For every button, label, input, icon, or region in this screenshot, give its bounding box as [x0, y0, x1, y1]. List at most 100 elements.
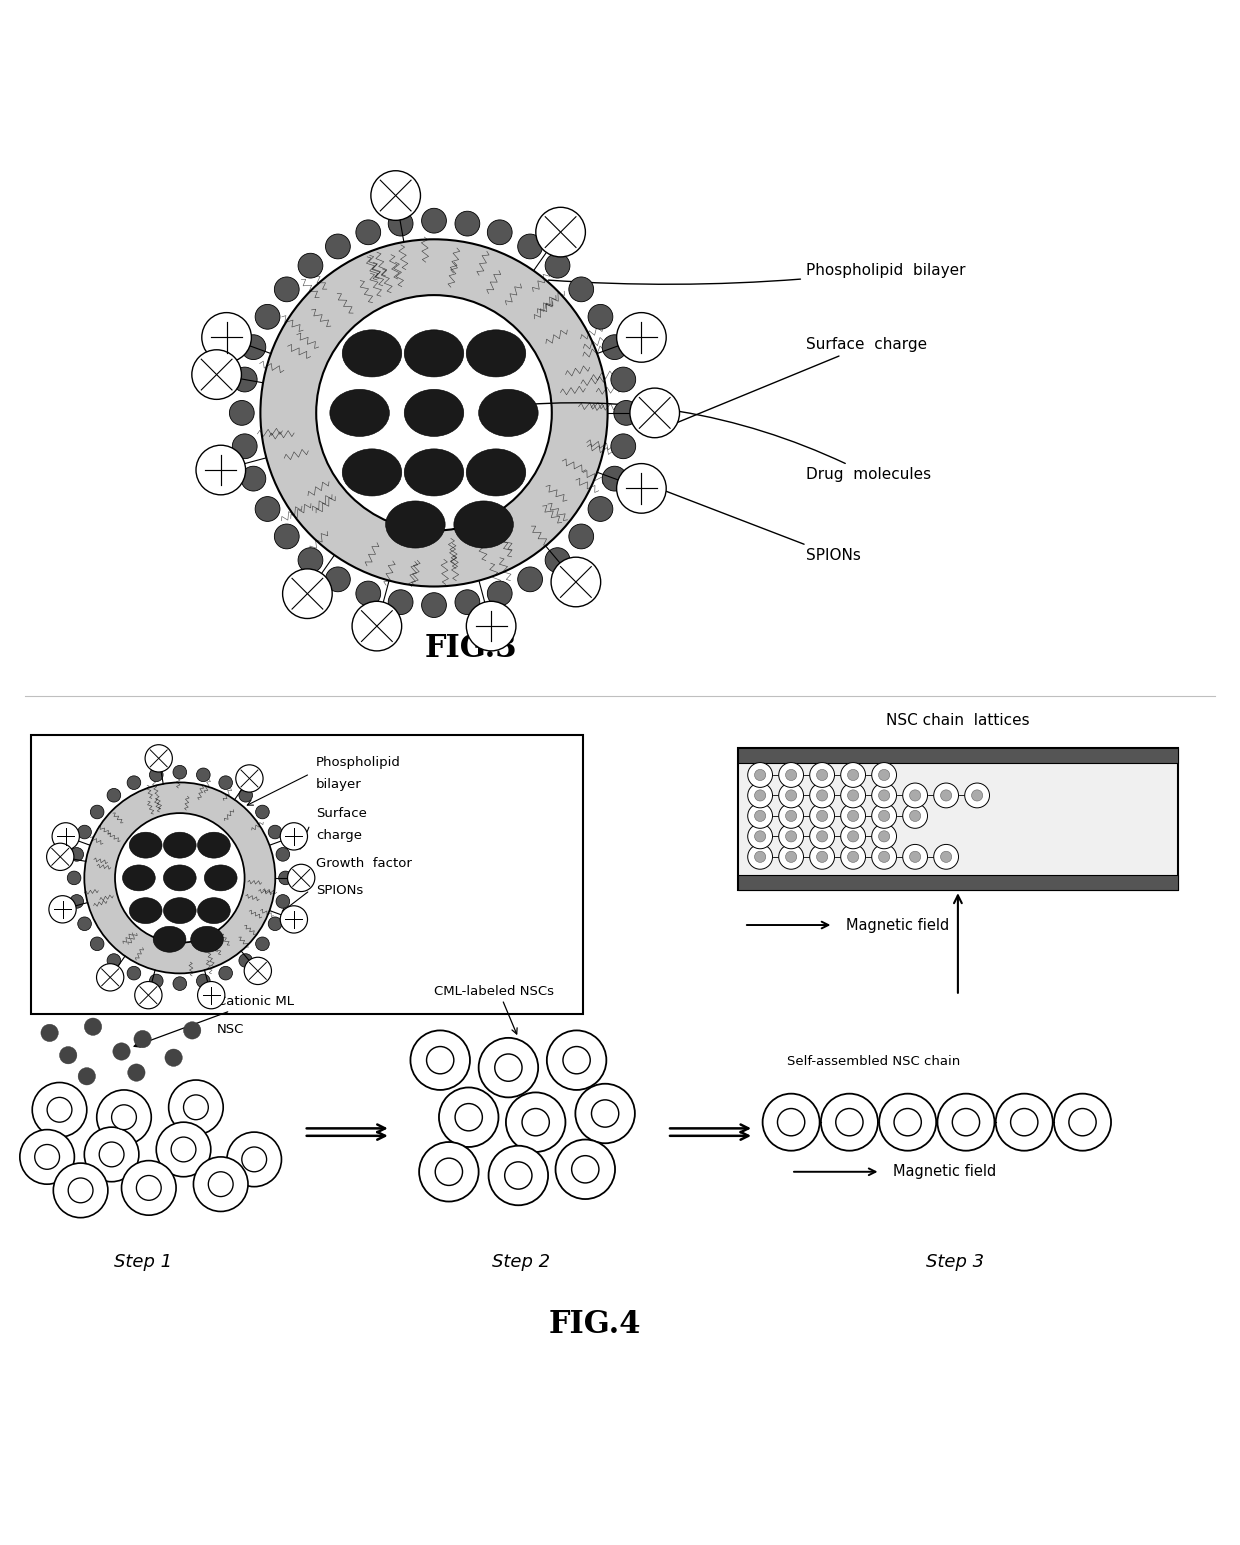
- Circle shape: [165, 1049, 182, 1066]
- Ellipse shape: [342, 450, 402, 496]
- Circle shape: [69, 895, 83, 908]
- Circle shape: [522, 1109, 549, 1136]
- Circle shape: [878, 851, 890, 862]
- Circle shape: [786, 851, 797, 862]
- Circle shape: [41, 1024, 58, 1041]
- Circle shape: [255, 936, 269, 950]
- Circle shape: [274, 524, 299, 548]
- Circle shape: [872, 823, 897, 848]
- Circle shape: [232, 368, 257, 392]
- Circle shape: [202, 312, 252, 362]
- Circle shape: [748, 763, 773, 788]
- Text: Surface  charge: Surface charge: [656, 337, 928, 431]
- Circle shape: [847, 831, 858, 842]
- Circle shape: [934, 845, 959, 870]
- Circle shape: [274, 277, 299, 301]
- Bar: [738, 748, 1178, 890]
- Ellipse shape: [191, 927, 223, 952]
- Circle shape: [603, 467, 627, 491]
- Circle shape: [78, 825, 92, 839]
- Circle shape: [172, 976, 186, 990]
- Circle shape: [872, 763, 897, 788]
- Circle shape: [84, 1128, 139, 1182]
- Circle shape: [546, 253, 570, 278]
- Circle shape: [810, 823, 835, 848]
- Circle shape: [487, 219, 512, 244]
- Circle shape: [847, 810, 858, 822]
- Circle shape: [388, 212, 413, 236]
- Circle shape: [505, 1162, 532, 1190]
- Circle shape: [575, 1083, 635, 1143]
- Circle shape: [47, 844, 74, 870]
- Circle shape: [536, 207, 585, 256]
- Circle shape: [841, 763, 866, 788]
- Ellipse shape: [197, 898, 231, 924]
- Circle shape: [277, 895, 290, 908]
- Ellipse shape: [330, 389, 389, 436]
- Circle shape: [288, 864, 315, 891]
- Circle shape: [779, 823, 804, 848]
- Circle shape: [903, 783, 928, 808]
- Circle shape: [563, 1046, 590, 1074]
- Circle shape: [283, 569, 332, 618]
- Circle shape: [841, 823, 866, 848]
- Circle shape: [277, 848, 290, 861]
- Circle shape: [903, 845, 928, 870]
- Circle shape: [32, 1083, 87, 1137]
- Circle shape: [208, 1171, 233, 1196]
- Circle shape: [78, 1068, 95, 1085]
- Circle shape: [754, 810, 766, 822]
- Circle shape: [940, 851, 952, 862]
- Text: NSC: NSC: [217, 1023, 244, 1037]
- Circle shape: [184, 1095, 208, 1120]
- Circle shape: [903, 803, 928, 828]
- Circle shape: [489, 1146, 548, 1205]
- Circle shape: [847, 789, 858, 800]
- Text: Step 1: Step 1: [114, 1253, 171, 1272]
- Circle shape: [479, 1038, 538, 1097]
- Circle shape: [517, 567, 542, 592]
- Circle shape: [551, 558, 600, 607]
- Circle shape: [878, 769, 890, 780]
- Circle shape: [244, 958, 272, 984]
- Ellipse shape: [197, 833, 231, 857]
- Ellipse shape: [404, 389, 464, 436]
- Circle shape: [909, 810, 920, 822]
- Text: Magnetic field: Magnetic field: [893, 1165, 996, 1179]
- Circle shape: [128, 966, 141, 980]
- Circle shape: [841, 845, 866, 870]
- Circle shape: [171, 1137, 196, 1162]
- Ellipse shape: [129, 833, 162, 857]
- Text: Magnetic field: Magnetic field: [846, 918, 949, 933]
- Circle shape: [422, 209, 446, 233]
- Circle shape: [91, 936, 104, 950]
- Text: FIG.3: FIG.3: [425, 633, 517, 664]
- Circle shape: [150, 975, 164, 987]
- Text: CML-labeled NSCs: CML-labeled NSCs: [434, 986, 554, 998]
- Text: Surface: Surface: [316, 806, 367, 820]
- Circle shape: [218, 776, 232, 789]
- Text: Step 2: Step 2: [492, 1253, 549, 1272]
- Circle shape: [841, 783, 866, 808]
- Circle shape: [779, 803, 804, 828]
- Circle shape: [616, 464, 666, 513]
- Bar: [738, 748, 1178, 763]
- Ellipse shape: [164, 898, 196, 924]
- Circle shape: [748, 845, 773, 870]
- Circle shape: [239, 953, 253, 967]
- Circle shape: [934, 783, 959, 808]
- Circle shape: [107, 953, 120, 967]
- Circle shape: [569, 524, 594, 548]
- Ellipse shape: [205, 865, 237, 891]
- Circle shape: [298, 253, 322, 278]
- Circle shape: [588, 304, 613, 329]
- Circle shape: [184, 1021, 201, 1040]
- Circle shape: [611, 368, 636, 392]
- Text: Cationic ML: Cationic ML: [134, 995, 294, 1048]
- Circle shape: [816, 789, 828, 800]
- Circle shape: [229, 400, 254, 425]
- Text: Self-assembled NSC chain: Self-assembled NSC chain: [787, 1055, 961, 1068]
- Circle shape: [754, 851, 766, 862]
- Circle shape: [816, 810, 828, 822]
- Ellipse shape: [466, 450, 526, 496]
